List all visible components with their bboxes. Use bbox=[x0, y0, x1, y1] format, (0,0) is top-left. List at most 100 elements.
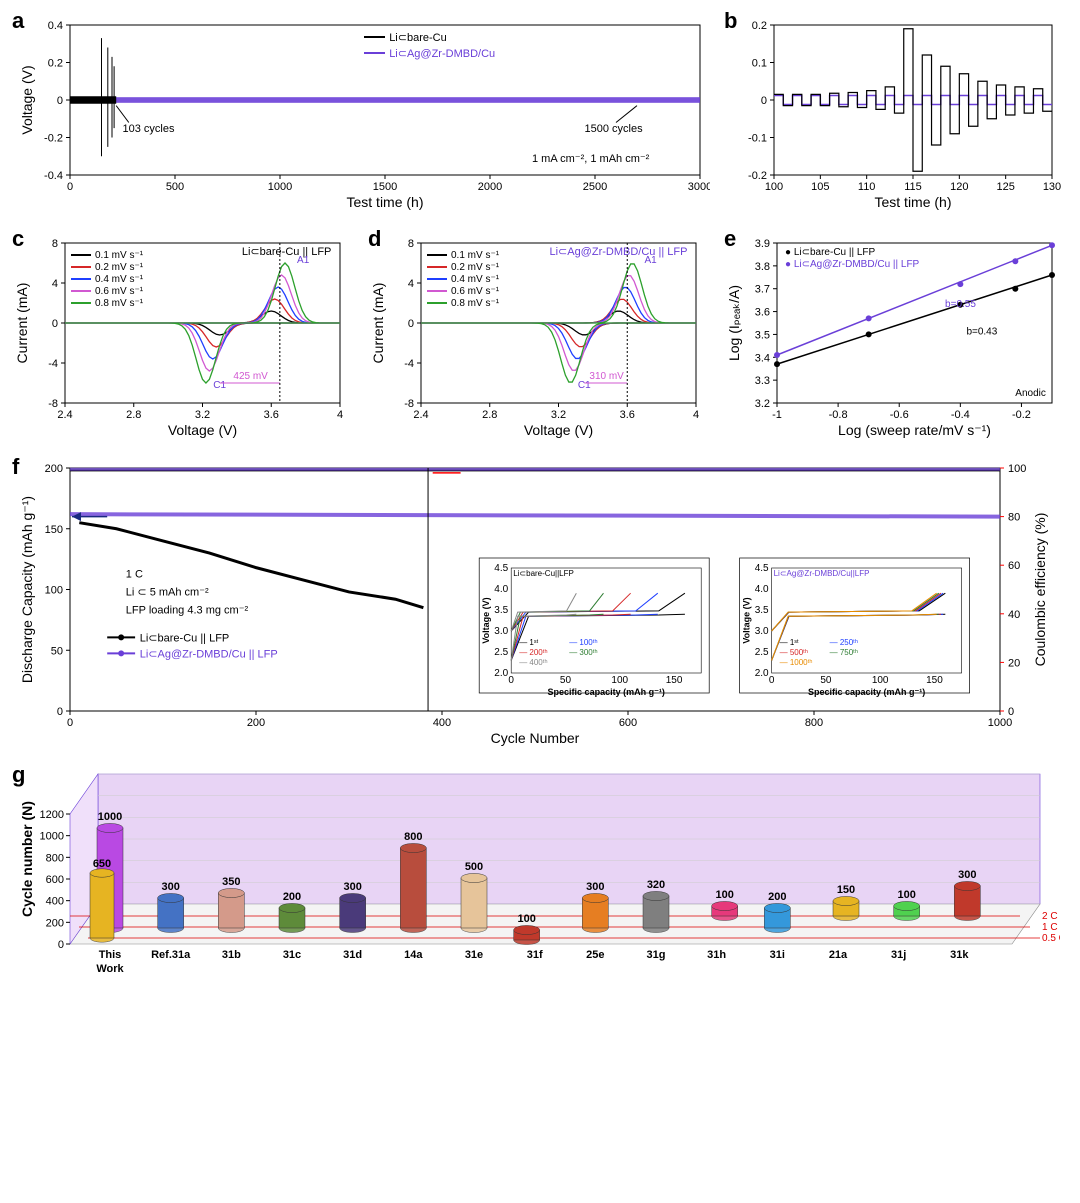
svg-text:0.4 mV s⁻¹: 0.4 mV s⁻¹ bbox=[95, 274, 144, 285]
svg-text:2000: 2000 bbox=[478, 181, 502, 193]
svg-text:1 C: 1 C bbox=[1042, 922, 1058, 933]
svg-text:2500: 2500 bbox=[583, 181, 607, 193]
svg-text:300: 300 bbox=[343, 881, 361, 893]
svg-text:Cycle number (N): Cycle number (N) bbox=[19, 801, 35, 917]
svg-text:31c: 31c bbox=[283, 949, 301, 961]
svg-text:-1: -1 bbox=[772, 409, 782, 421]
svg-text:8: 8 bbox=[52, 238, 58, 250]
svg-text:Li⊂Ag@Zr-DMBD/Cu || LFP: Li⊂Ag@Zr-DMBD/Cu || LFP bbox=[549, 246, 687, 258]
svg-text:100: 100 bbox=[517, 913, 535, 925]
svg-text:4: 4 bbox=[337, 409, 343, 421]
svg-text:600: 600 bbox=[619, 717, 637, 729]
svg-text:Test time (h): Test time (h) bbox=[346, 194, 423, 210]
svg-text:— 1ˢᵗ: — 1ˢᵗ bbox=[519, 638, 538, 647]
svg-text:1000: 1000 bbox=[268, 181, 292, 193]
svg-text:1000: 1000 bbox=[40, 831, 64, 843]
svg-text:Voltage (V): Voltage (V) bbox=[168, 422, 237, 438]
svg-text:115: 115 bbox=[904, 181, 922, 193]
svg-text:0: 0 bbox=[508, 675, 514, 686]
svg-text:— 300ᵗʰ: — 300ᵗʰ bbox=[569, 648, 597, 657]
svg-text:4.5: 4.5 bbox=[755, 563, 769, 574]
svg-text:1200: 1200 bbox=[40, 809, 64, 821]
svg-text:0.2: 0.2 bbox=[752, 20, 767, 32]
svg-text:Li⊂Ag@Zr-DMBD/Cu || LFP: Li⊂Ag@Zr-DMBD/Cu || LFP bbox=[140, 648, 278, 660]
svg-text:200: 200 bbox=[768, 891, 786, 903]
svg-text:0: 0 bbox=[761, 95, 767, 107]
panel-label: a bbox=[12, 8, 24, 34]
svg-text:31g: 31g bbox=[647, 949, 666, 961]
svg-text:-8: -8 bbox=[48, 398, 58, 410]
svg-text:-0.2: -0.2 bbox=[44, 133, 63, 145]
svg-text:Coulombic efficiency (%): Coulombic efficiency (%) bbox=[1032, 513, 1048, 667]
svg-text:-0.6: -0.6 bbox=[890, 409, 909, 421]
svg-text:3000: 3000 bbox=[688, 181, 710, 193]
svg-text:200: 200 bbox=[45, 463, 63, 475]
svg-text:400: 400 bbox=[433, 717, 451, 729]
svg-text:60: 60 bbox=[1008, 560, 1020, 572]
svg-text:80: 80 bbox=[1008, 512, 1020, 524]
svg-text:20: 20 bbox=[1008, 657, 1020, 669]
svg-text:1000: 1000 bbox=[98, 811, 122, 823]
svg-text:Li⊂bare-Cu || LFP: Li⊂bare-Cu || LFP bbox=[242, 246, 332, 258]
svg-text:— 1000ᵗʰ: — 1000ᵗʰ bbox=[780, 658, 813, 667]
svg-text:130: 130 bbox=[1043, 181, 1061, 193]
svg-text:100: 100 bbox=[897, 889, 915, 901]
panel-label: g bbox=[12, 762, 25, 788]
svg-text:-8: -8 bbox=[404, 398, 414, 410]
svg-text:3.4: 3.4 bbox=[755, 352, 770, 364]
svg-text:14a: 14a bbox=[404, 949, 423, 961]
svg-text:— 500ᵗʰ: — 500ᵗʰ bbox=[780, 648, 808, 657]
svg-text:100: 100 bbox=[715, 889, 733, 901]
svg-text:3.5: 3.5 bbox=[755, 605, 769, 616]
svg-text:0.8 mV s⁻¹: 0.8 mV s⁻¹ bbox=[451, 298, 500, 309]
svg-text:650: 650 bbox=[93, 858, 111, 870]
panel-label: c bbox=[12, 226, 24, 252]
svg-text:0.2: 0.2 bbox=[48, 58, 63, 70]
panel-b-chart: 100105110115120125130-0.2-0.100.10.2Test… bbox=[722, 10, 1062, 220]
panel-label: d bbox=[368, 226, 381, 252]
svg-text:— 200ᵗʰ: — 200ᵗʰ bbox=[519, 648, 547, 657]
svg-text:-0.8: -0.8 bbox=[829, 409, 848, 421]
svg-text:150: 150 bbox=[926, 675, 943, 686]
svg-text:31h: 31h bbox=[707, 949, 726, 961]
svg-text:3.5: 3.5 bbox=[494, 605, 508, 616]
svg-text:Log (sweep rate/mV s⁻¹): Log (sweep rate/mV s⁻¹) bbox=[838, 422, 991, 438]
svg-text:31f: 31f bbox=[527, 949, 543, 961]
svg-text:0: 0 bbox=[58, 939, 64, 951]
svg-text:100: 100 bbox=[611, 675, 628, 686]
svg-text:310 mV: 310 mV bbox=[589, 371, 624, 382]
svg-text:1500 cycles: 1500 cycles bbox=[585, 123, 644, 135]
svg-text:600: 600 bbox=[46, 874, 64, 886]
svg-text:-4: -4 bbox=[404, 358, 414, 370]
svg-text:4: 4 bbox=[693, 409, 699, 421]
svg-text:Voltage (V): Voltage (V) bbox=[19, 65, 35, 134]
svg-text:800: 800 bbox=[46, 852, 64, 864]
svg-text:0.6 mV s⁻¹: 0.6 mV s⁻¹ bbox=[95, 286, 144, 297]
svg-text:50: 50 bbox=[820, 675, 832, 686]
svg-text:125: 125 bbox=[996, 181, 1014, 193]
svg-text:3.0: 3.0 bbox=[494, 626, 508, 637]
svg-text:3.6: 3.6 bbox=[620, 409, 635, 421]
svg-text:100: 100 bbox=[45, 585, 63, 597]
svg-text:4: 4 bbox=[408, 278, 414, 290]
svg-text:31e: 31e bbox=[465, 949, 483, 961]
svg-text:Work: Work bbox=[96, 963, 124, 975]
svg-text:Voltage (V): Voltage (V) bbox=[524, 422, 593, 438]
svg-text:0: 0 bbox=[52, 318, 58, 330]
svg-text:LFP loading 4.3 mg cm⁻²: LFP loading 4.3 mg cm⁻² bbox=[126, 604, 249, 616]
svg-text:1500: 1500 bbox=[373, 181, 397, 193]
svg-text:21a: 21a bbox=[829, 949, 848, 961]
svg-text:3.3: 3.3 bbox=[755, 375, 770, 387]
panel-c-chart: 2.42.83.23.64-8-4048Voltage (V)Current (… bbox=[10, 228, 350, 448]
svg-text:400: 400 bbox=[46, 896, 64, 908]
svg-text:— 750ᵗʰ: — 750ᵗʰ bbox=[830, 648, 858, 657]
svg-text:50: 50 bbox=[51, 645, 63, 657]
svg-text:31d: 31d bbox=[343, 949, 362, 961]
svg-text:C1: C1 bbox=[213, 380, 226, 391]
svg-text:Anodic: Anodic bbox=[1015, 388, 1046, 399]
svg-text:Cycle Number: Cycle Number bbox=[491, 730, 580, 746]
svg-text:110: 110 bbox=[858, 181, 876, 193]
svg-text:100: 100 bbox=[1008, 463, 1026, 475]
svg-text:Specific capacity (mAh g⁻¹): Specific capacity (mAh g⁻¹) bbox=[808, 687, 925, 697]
svg-text:0.5 C: 0.5 C bbox=[1042, 933, 1060, 944]
